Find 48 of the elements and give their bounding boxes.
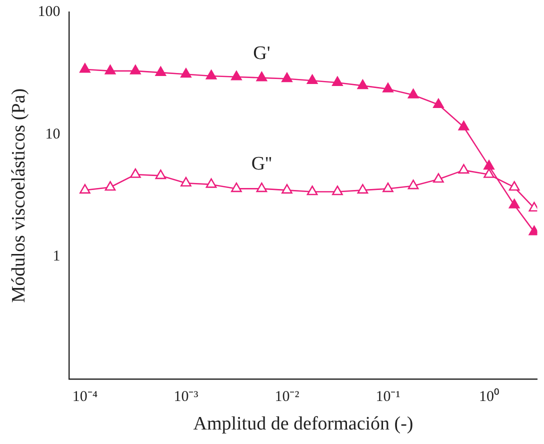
- point: [206, 70, 217, 80]
- point: [180, 176, 192, 187]
- point: [231, 70, 242, 80]
- point: [484, 160, 494, 170]
- point: [408, 180, 419, 190]
- x-axis-title: Amplitud de deformación (-): [193, 414, 414, 435]
- y-tick-label: 100: [38, 4, 60, 20]
- series-label: G'': [251, 154, 272, 175]
- point: [256, 72, 268, 82]
- point: [357, 80, 368, 90]
- y-axis-title: Módulos viscoelásticos (Pa): [8, 88, 30, 303]
- x-tick-label: 10⁰: [479, 388, 500, 406]
- point: [433, 173, 444, 183]
- x-tick-label: 10⁻²: [274, 389, 300, 406]
- point: [508, 181, 520, 191]
- point: [332, 76, 343, 86]
- point: [332, 186, 343, 196]
- point: [408, 88, 419, 98]
- point: [155, 170, 166, 180]
- point: [357, 184, 368, 194]
- point: [508, 198, 520, 208]
- x-tick-label: 10⁻¹: [376, 389, 400, 406]
- point: [80, 63, 90, 73]
- point: [80, 184, 90, 194]
- point: [130, 64, 141, 74]
- point: [282, 184, 292, 194]
- point: [306, 74, 318, 84]
- series-label: G': [253, 42, 270, 64]
- point: [180, 68, 192, 78]
- point: [484, 168, 494, 178]
- point: [256, 182, 268, 192]
- point: [306, 186, 318, 196]
- point: [130, 168, 141, 178]
- point: [458, 120, 470, 130]
- point: [155, 66, 166, 76]
- y-tick-label: 10: [45, 126, 60, 142]
- point: [433, 98, 444, 108]
- point: [282, 72, 292, 82]
- point: [458, 164, 470, 174]
- point: [104, 64, 116, 74]
- y-tick-label: 1: [52, 248, 60, 265]
- x-tick-label: 10⁻³: [174, 389, 199, 406]
- x-tick-label: 10⁻⁴: [72, 389, 98, 406]
- point: [382, 82, 394, 92]
- point: [231, 182, 242, 192]
- point: [104, 181, 116, 191]
- point: [382, 182, 394, 192]
- point: [206, 178, 217, 188]
